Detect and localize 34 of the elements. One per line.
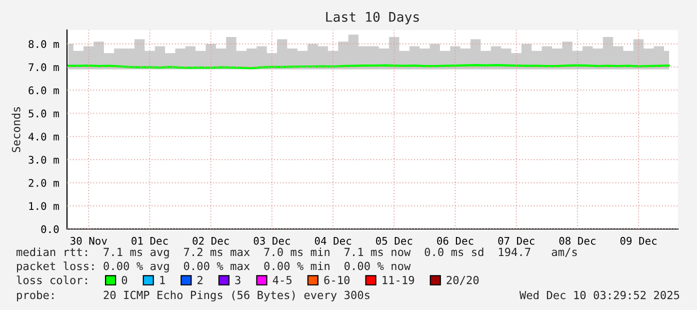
x-tick-label: 09 Dec: [620, 236, 656, 245]
x-tick-label: 04 Dec: [314, 236, 351, 245]
legend-label: 4-5: [272, 276, 292, 284]
x-tick-label: 02 Dec: [192, 236, 229, 245]
y-tick-label: 4.0 m: [28, 132, 59, 141]
legend-label: 6-10: [324, 276, 350, 284]
legend-label: 2: [198, 276, 202, 284]
legend-label: 1: [160, 276, 165, 284]
y-tick-label: 0.0: [41, 225, 59, 234]
y-tick-label: 6.0 m: [28, 86, 59, 94]
legend-label: 20/20: [446, 276, 479, 286]
y-tick-label: 3.0 m: [28, 156, 59, 164]
legend-label: 3: [235, 276, 240, 284]
y-tick-label: 1.0 m: [29, 202, 59, 210]
y-tick-label: 5.0 m: [28, 110, 59, 118]
text: probe: 20 ICMP Echo Pings (56 Bytes) every 300s: [17, 290, 370, 302]
x-tick-label: 06 Dec: [437, 236, 474, 245]
text: Wed Dec 10 03:29:52 2025: [519, 290, 680, 300]
y-tick-label: 2.0 m: [28, 178, 59, 187]
x-tick-label: 05 Dec: [376, 236, 412, 245]
x-tick-label: 08 Dec: [559, 236, 596, 245]
legend-label: 11-19: [382, 276, 414, 284]
x-tick-label: 03 Dec: [254, 236, 290, 245]
legend-label: 0: [122, 276, 128, 284]
x-tick-label: 30 Nov: [70, 236, 107, 245]
y-tick-label: 7.0 m: [28, 63, 59, 72]
x-tick-label: 07 Dec: [498, 236, 534, 245]
chart-title: Last 10 Days: [326, 12, 419, 24]
y-axis-title: Seconds: [12, 107, 20, 152]
x-tick-label: 01 Dec: [132, 236, 168, 245]
text: median rtt: 7.1 ms avg 7.2 ms max 7.0 ms min 7.1 ms now 0.0 ms sd 194.7 am/s: [16, 248, 577, 258]
legend-title: loss color:: [16, 276, 87, 284]
text: packet loss: 0.00 % avg 0.00 % max 0.00 % min 0.00 % now: [17, 262, 411, 272]
y-tick-label: 8.0 m: [28, 40, 59, 48]
